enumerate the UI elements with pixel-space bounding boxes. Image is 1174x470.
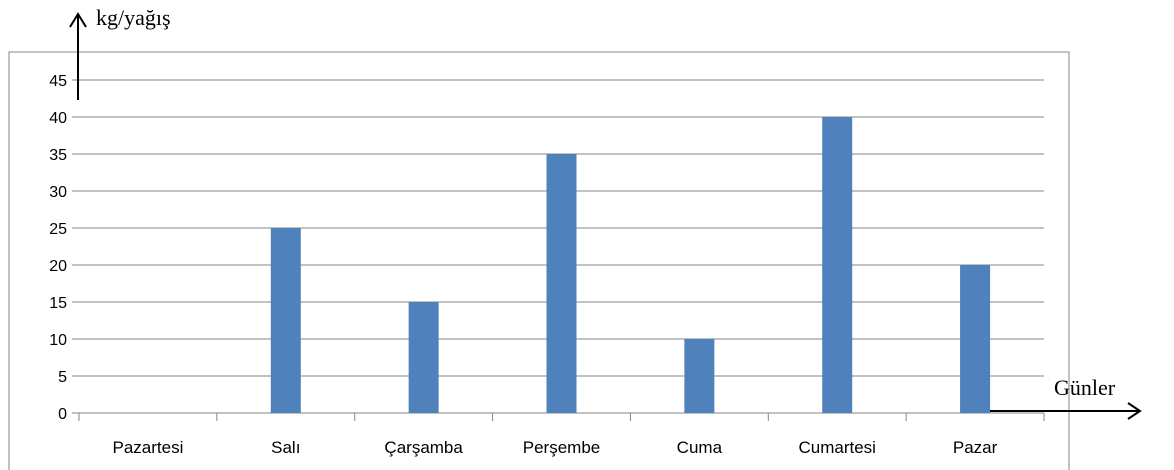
y-tick-labels: 0 5 10 15 20 25 30 35 40 45 [49,73,67,423]
x-axis-title: Günler [1054,375,1116,400]
x-tick-label: Çarşamba [384,438,463,457]
y-axis-arrow-head [69,12,87,28]
y-tick-label: 15 [49,295,67,312]
bar-6 [960,265,991,413]
x-tick-label: Cumartesi [798,438,875,457]
y-tick-label: 35 [49,147,67,164]
bars [270,117,991,413]
y-tick-label: 30 [49,184,67,201]
chart-frame [8,51,1070,470]
x-tick-label: Cuma [677,438,723,457]
y-tick-label: 20 [49,258,67,275]
x-tick-label: Pazartesi [112,438,183,457]
bar-5 [822,117,853,413]
y-axis-title: kg/yağış [96,5,171,30]
bar-2 [408,302,439,413]
x-tick-label: Salı [271,438,300,457]
x-tick-label: Pazar [953,438,998,457]
bar-4 [684,339,715,413]
y-tick-label: 5 [58,369,67,386]
x-tick-labels: Pazartesi Salı Çarşamba Perşembe Cuma Cumarte… [112,438,997,457]
x-axis-arrow-head [1127,402,1142,420]
x-tick-label: Perşembe [523,438,600,457]
y-tick-label: 10 [49,332,67,349]
bar-3 [546,154,577,413]
y-tick-label: 40 [49,110,67,127]
y-tick-label: 45 [49,73,67,90]
y-tick-label: 0 [58,406,67,423]
bar-1 [270,228,301,413]
y-tick-label: 25 [49,221,67,238]
